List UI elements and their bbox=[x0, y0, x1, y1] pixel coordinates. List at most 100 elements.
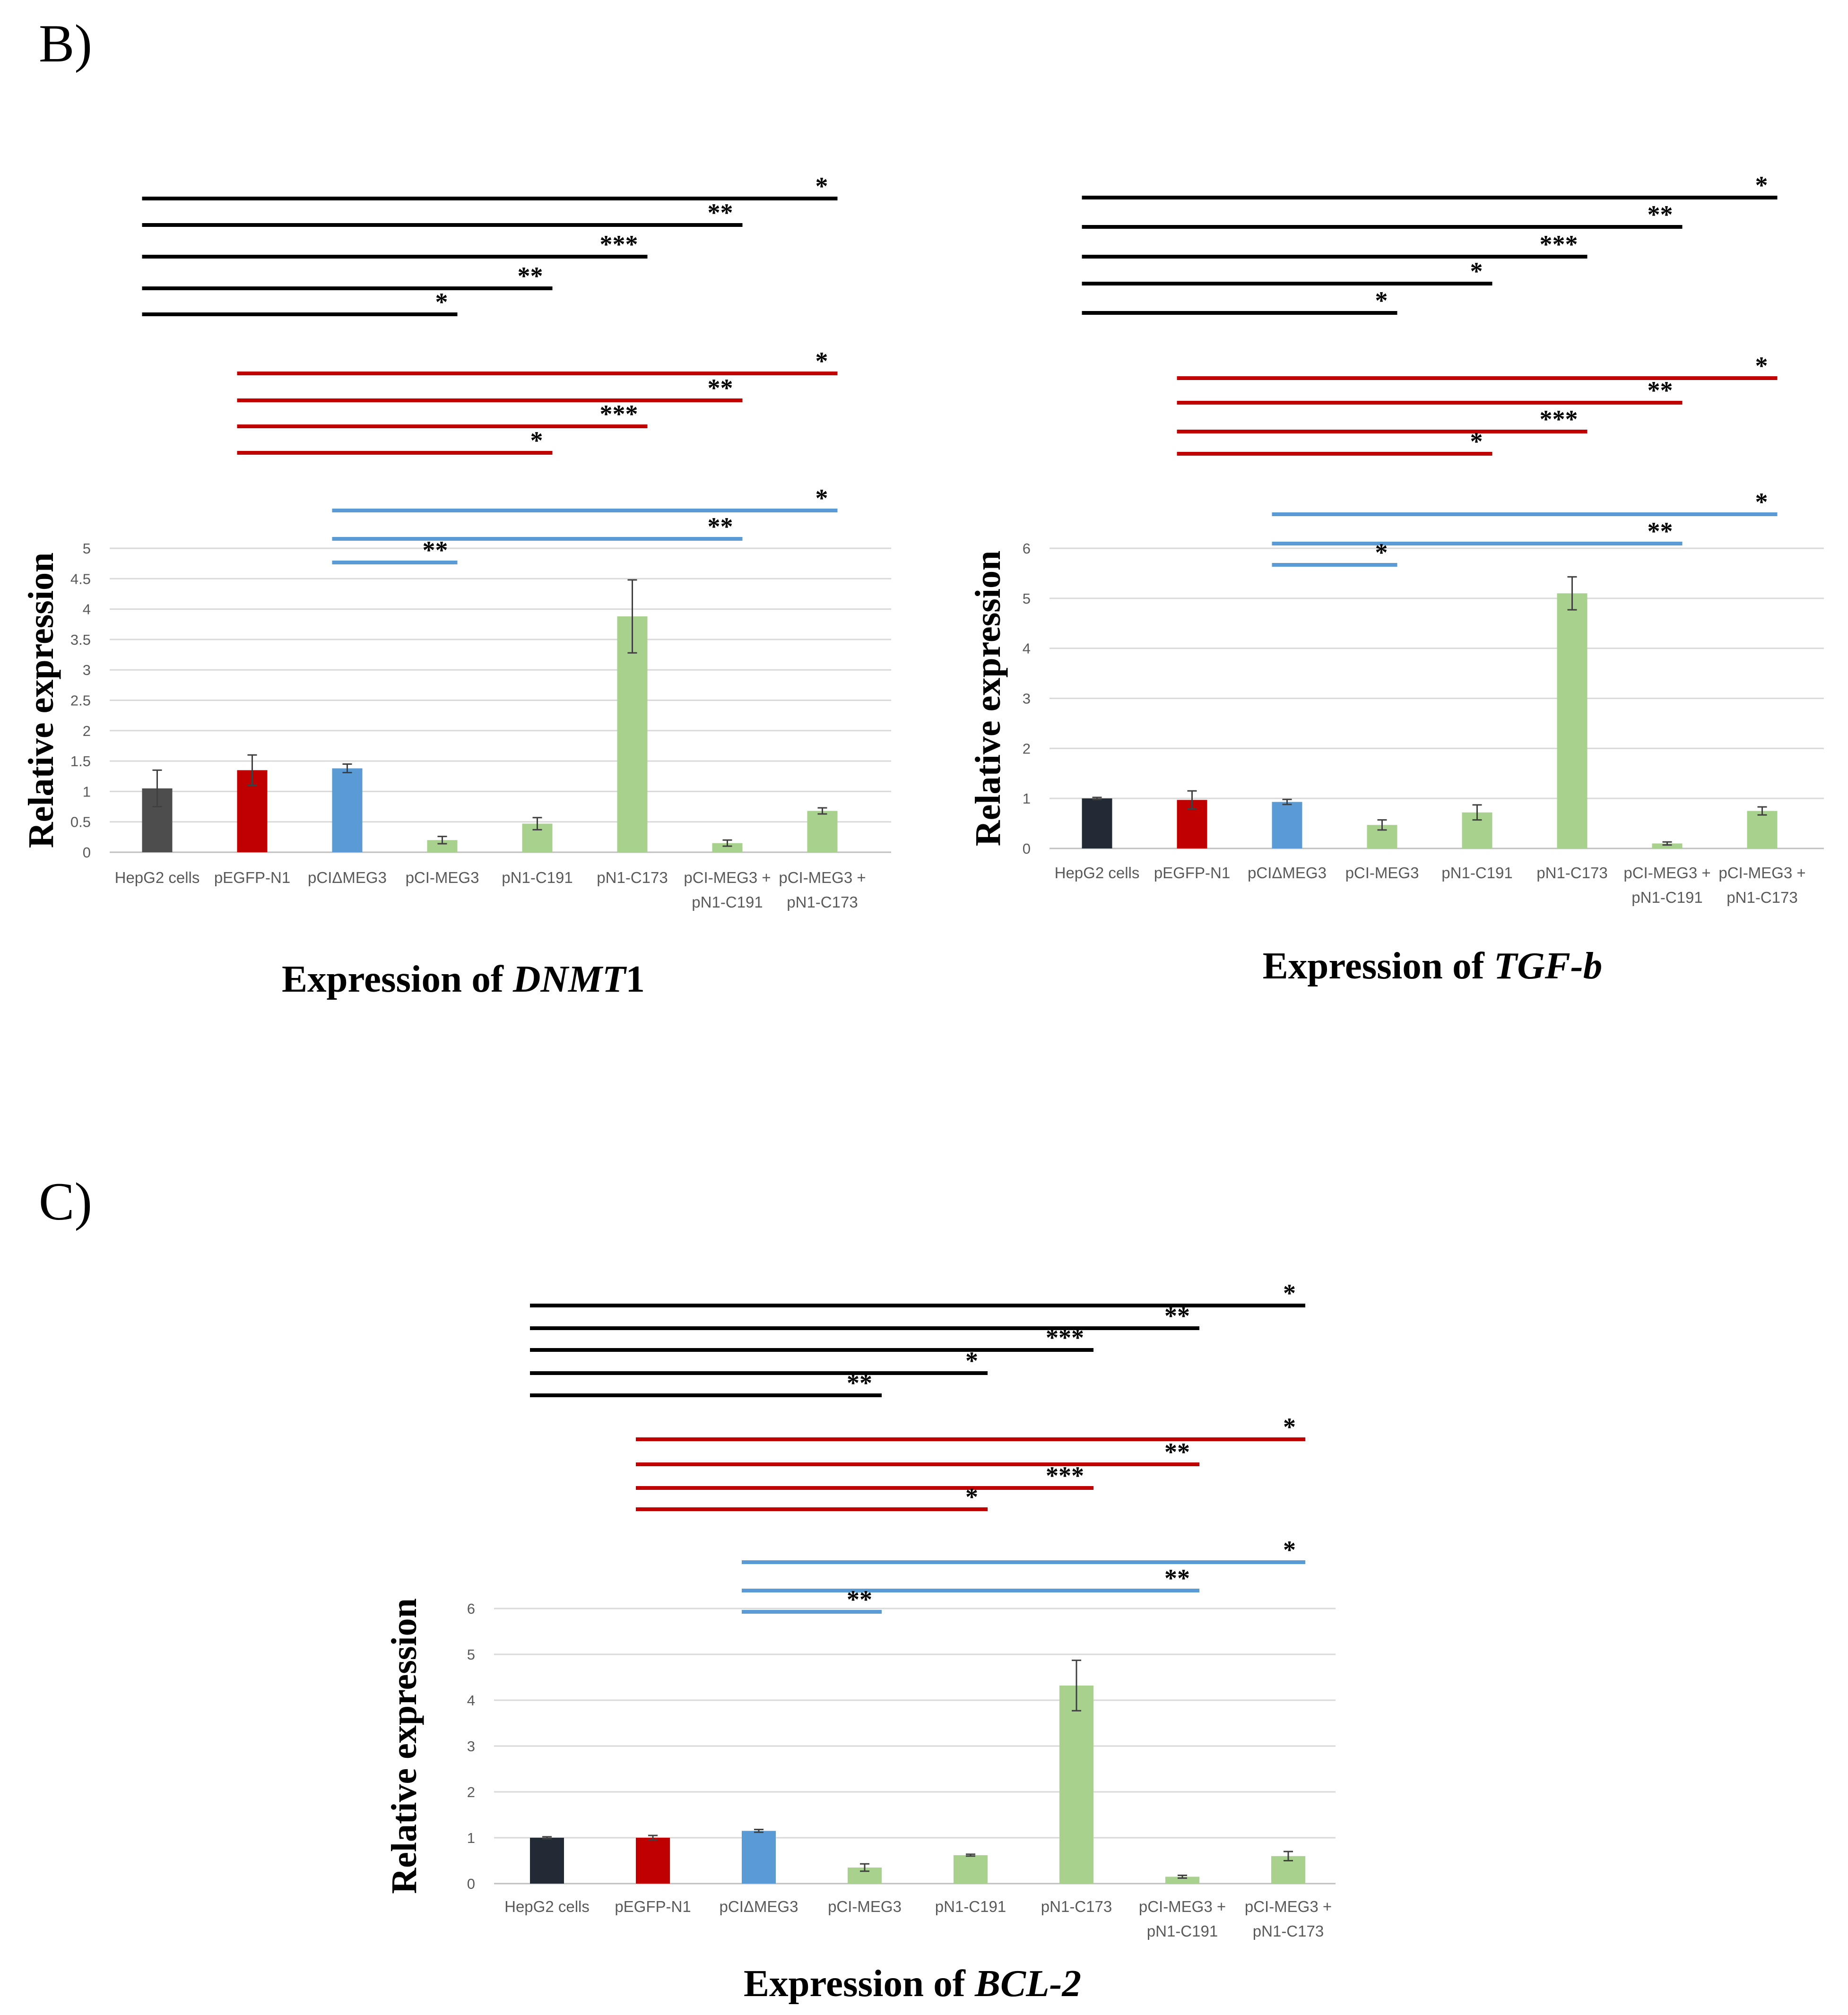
bar bbox=[1747, 811, 1778, 848]
y-tick-label: 5 bbox=[1023, 590, 1031, 607]
y-tick-label: 0 bbox=[83, 844, 91, 861]
significance-label: ** bbox=[1648, 517, 1673, 545]
chart-caption: Expression of DNMT1 bbox=[282, 958, 645, 1000]
bar bbox=[712, 843, 743, 852]
y-tick-label: 0.5 bbox=[70, 814, 91, 830]
significance-label: ** bbox=[1164, 1564, 1190, 1592]
significance-label: *** bbox=[1046, 1323, 1084, 1352]
significance-label: * bbox=[1755, 352, 1768, 380]
significance-label: * bbox=[1755, 488, 1768, 516]
significance-label: *** bbox=[600, 230, 638, 259]
category-label: pN1-C173 bbox=[597, 869, 668, 886]
category-label: pCI-MEG3 + bbox=[1245, 1898, 1332, 1915]
category-label: pN1-C173 bbox=[1727, 889, 1797, 906]
category-label: pCI-MEG3 + bbox=[1718, 864, 1805, 882]
significance-label: * bbox=[965, 1483, 978, 1511]
bar bbox=[636, 1838, 670, 1884]
significance-label: * bbox=[816, 484, 828, 512]
bcl2-chart: 0 1 2 3 4 5 6 HepG2 cells pEGFP-N1 pCIΔMEG3 pCI-ME… bbox=[384, 1279, 1336, 2005]
y-tick-label: 4 bbox=[83, 601, 91, 618]
bar bbox=[332, 768, 363, 852]
category-label: pCI-MEG3 bbox=[406, 869, 479, 886]
y-axis-label: Relative expression bbox=[384, 1598, 424, 1894]
y-tick-label: 4 bbox=[1023, 640, 1031, 657]
significance-label: ** bbox=[708, 512, 733, 541]
significance-label: ** bbox=[1648, 376, 1673, 405]
category-label: pN1-C191 bbox=[692, 893, 763, 911]
significance-label: *** bbox=[1540, 230, 1578, 259]
significance-label: *** bbox=[1046, 1462, 1084, 1490]
category-label: HepG2 cells bbox=[115, 869, 200, 886]
significance-label: ** bbox=[847, 1369, 872, 1397]
significance-label: * bbox=[965, 1347, 978, 1375]
bar bbox=[1082, 798, 1112, 848]
significance-label: * bbox=[435, 288, 448, 316]
bar bbox=[807, 811, 838, 852]
bar bbox=[954, 1855, 988, 1884]
significance-label: * bbox=[816, 172, 828, 200]
chart-caption: Expression of TGF-b bbox=[1263, 944, 1603, 987]
panel-label-b: B) bbox=[39, 14, 92, 73]
significance-label: * bbox=[1375, 538, 1388, 567]
category-label: pCI-MEG3 bbox=[1345, 864, 1419, 882]
category-label: HepG2 cells bbox=[504, 1898, 590, 1915]
category-label: pCI-MEG3 bbox=[828, 1898, 902, 1915]
y-tick-label: 1 bbox=[467, 1830, 475, 1846]
category-label: pCI-MEG3 + bbox=[779, 869, 866, 886]
y-tick-label: 6 bbox=[1023, 540, 1031, 557]
category-label: pN1-C191 bbox=[1147, 1922, 1218, 1940]
tgfb-chart: 0 1 2 3 4 5 6 HepG2 cells pEGFP-N1 pCIΔMEG3 pCI-ME… bbox=[968, 171, 1824, 987]
category-label: HepG2 cells bbox=[1055, 864, 1140, 882]
significance-label: * bbox=[1283, 1279, 1296, 1307]
dnmt1-chart: 0 0.5 1 1.5 2 2.5 3 3.5 4 4.5 5 HepG2 cells pEGFP-N1… bbox=[21, 172, 891, 1000]
bar bbox=[617, 616, 648, 852]
category-label: pN1-C191 bbox=[1441, 864, 1512, 882]
significance-label: ** bbox=[1648, 200, 1673, 229]
bar bbox=[530, 1838, 564, 1884]
significance-label: ** bbox=[423, 536, 448, 564]
significance-label: *** bbox=[1540, 405, 1578, 433]
y-tick-label: 3 bbox=[1023, 691, 1031, 707]
category-label: pEGFP-N1 bbox=[615, 1898, 691, 1915]
category-label: pCI-MEG3 + bbox=[1139, 1898, 1226, 1915]
category-label: pN1-C191 bbox=[1631, 889, 1702, 906]
significance-label: * bbox=[1470, 257, 1483, 285]
y-axis-label: Relative expression bbox=[968, 551, 1008, 847]
category-label: pN1-C173 bbox=[1253, 1922, 1324, 1940]
category-label: pCIΔMEG3 bbox=[720, 1898, 798, 1915]
category-label: pCIΔMEG3 bbox=[308, 869, 387, 886]
category-label: pN1-C191 bbox=[502, 869, 573, 886]
y-tick-label: 1.5 bbox=[70, 753, 91, 770]
chart-caption: Expression of BCL-2 bbox=[744, 1962, 1081, 2005]
bar bbox=[1652, 843, 1683, 848]
category-label: pN1-C173 bbox=[1536, 864, 1607, 882]
y-tick-label: 6 bbox=[467, 1600, 475, 1617]
y-tick-label: 3 bbox=[83, 662, 91, 678]
y-tick-label: 1 bbox=[83, 783, 91, 800]
significance-label: * bbox=[816, 347, 828, 375]
category-label: pN1-C191 bbox=[935, 1898, 1006, 1915]
y-tick-label: 4 bbox=[467, 1692, 475, 1709]
y-tick-label: 4.5 bbox=[70, 571, 91, 587]
significance-label: ** bbox=[708, 199, 733, 227]
significance-label: * bbox=[1375, 286, 1388, 315]
significance-label: ** bbox=[708, 374, 733, 402]
significance-label: * bbox=[1755, 171, 1768, 199]
significance-label: ** bbox=[518, 262, 543, 290]
y-tick-label: 1 bbox=[1023, 790, 1031, 807]
significance-label: ** bbox=[1164, 1302, 1190, 1330]
bar bbox=[1059, 1685, 1093, 1884]
bar bbox=[1557, 593, 1588, 848]
category-label: pN1-C173 bbox=[787, 893, 858, 911]
significance-label: * bbox=[1470, 427, 1483, 456]
y-tick-label: 5 bbox=[467, 1646, 475, 1663]
category-label: pEGFP-N1 bbox=[214, 869, 290, 886]
y-tick-label: 2 bbox=[1023, 740, 1031, 757]
significance-label: * bbox=[1283, 1536, 1296, 1564]
y-tick-label: 2 bbox=[467, 1784, 475, 1800]
category-label: pCI-MEG3 + bbox=[1623, 864, 1710, 882]
y-tick-label: 3 bbox=[467, 1738, 475, 1755]
significance-label: ** bbox=[847, 1585, 872, 1614]
significance-label: * bbox=[530, 426, 543, 455]
